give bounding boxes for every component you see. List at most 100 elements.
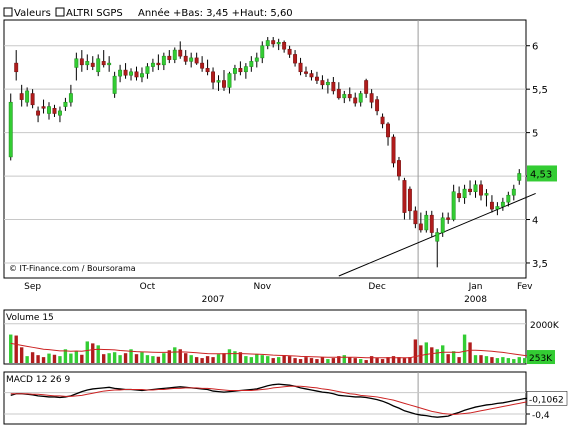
price-y-tick-label: 4 bbox=[532, 216, 538, 227]
volume-bar bbox=[52, 354, 57, 363]
legend-label: Valeurs bbox=[14, 8, 51, 19]
volume-bar bbox=[462, 334, 467, 363]
macd-badge: -0,1062 bbox=[526, 391, 568, 406]
volume-bar bbox=[326, 359, 330, 363]
candle-body bbox=[484, 193, 489, 196]
candle-body bbox=[129, 71, 133, 76]
candle-body bbox=[358, 93, 363, 103]
volume-bar bbox=[47, 353, 51, 363]
candle-body bbox=[63, 101, 68, 107]
candle-body bbox=[134, 71, 139, 78]
candle-body bbox=[336, 88, 341, 99]
candle-body bbox=[397, 160, 401, 177]
volume-bar bbox=[178, 349, 182, 363]
volume-bar bbox=[216, 354, 221, 363]
month-label: Nov bbox=[253, 282, 271, 292]
candle-body bbox=[205, 68, 210, 73]
volume-bar bbox=[162, 353, 166, 363]
candle-body bbox=[429, 214, 434, 233]
volume-bar bbox=[129, 349, 133, 363]
volume-bar bbox=[364, 360, 368, 363]
candle-body bbox=[194, 57, 199, 64]
candle-body bbox=[407, 188, 412, 212]
volume-bar bbox=[41, 357, 46, 363]
candle-body bbox=[30, 93, 35, 106]
macd-lines bbox=[10, 383, 531, 418]
volume-bar bbox=[80, 354, 84, 363]
volume-bar bbox=[315, 359, 319, 363]
last-price-label: 4,53 bbox=[530, 169, 552, 180]
candle-body bbox=[25, 90, 30, 103]
volume-bar bbox=[287, 356, 292, 363]
candle-body bbox=[178, 49, 183, 57]
volume-ma bbox=[10, 342, 531, 359]
candle-body bbox=[36, 110, 41, 116]
candle-body bbox=[402, 180, 407, 213]
candle-body bbox=[293, 54, 298, 64]
volume-bar bbox=[457, 357, 461, 363]
volume-bar bbox=[441, 345, 445, 363]
signal-line bbox=[10, 385, 531, 416]
volume-bar bbox=[282, 355, 286, 363]
volume-bar bbox=[19, 347, 24, 363]
volume-bar bbox=[238, 352, 243, 363]
volume-bar bbox=[30, 352, 35, 363]
volume-bar bbox=[167, 350, 172, 363]
volume-bar bbox=[517, 357, 521, 363]
candle-body bbox=[364, 80, 369, 94]
volume-bar bbox=[244, 356, 248, 363]
volume-bar bbox=[375, 358, 379, 363]
candle-body bbox=[249, 61, 254, 67]
candle-body bbox=[74, 58, 79, 68]
volume-bar bbox=[331, 358, 336, 363]
volume-bar bbox=[25, 356, 29, 363]
volume-bar bbox=[69, 353, 73, 363]
last-price-badge-bg bbox=[527, 165, 557, 182]
candle-body bbox=[200, 62, 205, 69]
volume-bar bbox=[369, 356, 374, 363]
candle-body bbox=[265, 40, 270, 46]
candle-body bbox=[309, 73, 314, 78]
volume-bar bbox=[85, 341, 89, 363]
price-y-tick-label: 6 bbox=[532, 42, 538, 53]
volume-bar bbox=[342, 355, 346, 363]
candle-body bbox=[145, 66, 150, 74]
volume-badge-label: 253K bbox=[529, 354, 553, 364]
legend-swatch bbox=[3, 7, 13, 17]
candle-body bbox=[331, 81, 336, 92]
candle-body bbox=[52, 108, 57, 114]
volume-y-tick-label: 2000K bbox=[530, 321, 560, 331]
volume-bar bbox=[123, 353, 128, 363]
candle-body bbox=[451, 191, 456, 220]
volume-bar bbox=[402, 358, 407, 363]
volume-bar bbox=[194, 357, 199, 363]
candle-body bbox=[375, 99, 380, 112]
volume-bar bbox=[386, 357, 390, 363]
volume-bar bbox=[446, 354, 450, 363]
watermark: © IT-Finance.com / Boursorama bbox=[9, 264, 136, 273]
macd-badge-label: -0,1062 bbox=[529, 395, 564, 405]
candle-body bbox=[156, 62, 161, 66]
candle-body bbox=[353, 97, 358, 104]
candle-body bbox=[183, 55, 188, 62]
volume-bar bbox=[479, 355, 483, 363]
volume-bar bbox=[58, 356, 62, 363]
candle-body bbox=[41, 106, 46, 109]
candles-layer bbox=[8, 37, 522, 268]
macd-y-axis: -0,4 bbox=[526, 411, 550, 421]
candle-body bbox=[254, 57, 259, 62]
volume-bar bbox=[468, 342, 472, 363]
volume-bar bbox=[36, 355, 40, 363]
price-y-tick-label: 3,5 bbox=[532, 259, 548, 270]
volume-bars bbox=[9, 334, 532, 363]
candle-body bbox=[232, 68, 237, 74]
candle-body bbox=[386, 123, 390, 138]
volume-bar bbox=[293, 358, 297, 363]
volume-bar bbox=[205, 356, 210, 363]
candle-body bbox=[500, 201, 505, 207]
price-y-tick-label: 5,5 bbox=[532, 85, 548, 96]
candle-body bbox=[222, 80, 226, 88]
volume-bar bbox=[380, 359, 385, 363]
macd-line bbox=[10, 383, 531, 418]
volume-bar bbox=[506, 358, 511, 363]
